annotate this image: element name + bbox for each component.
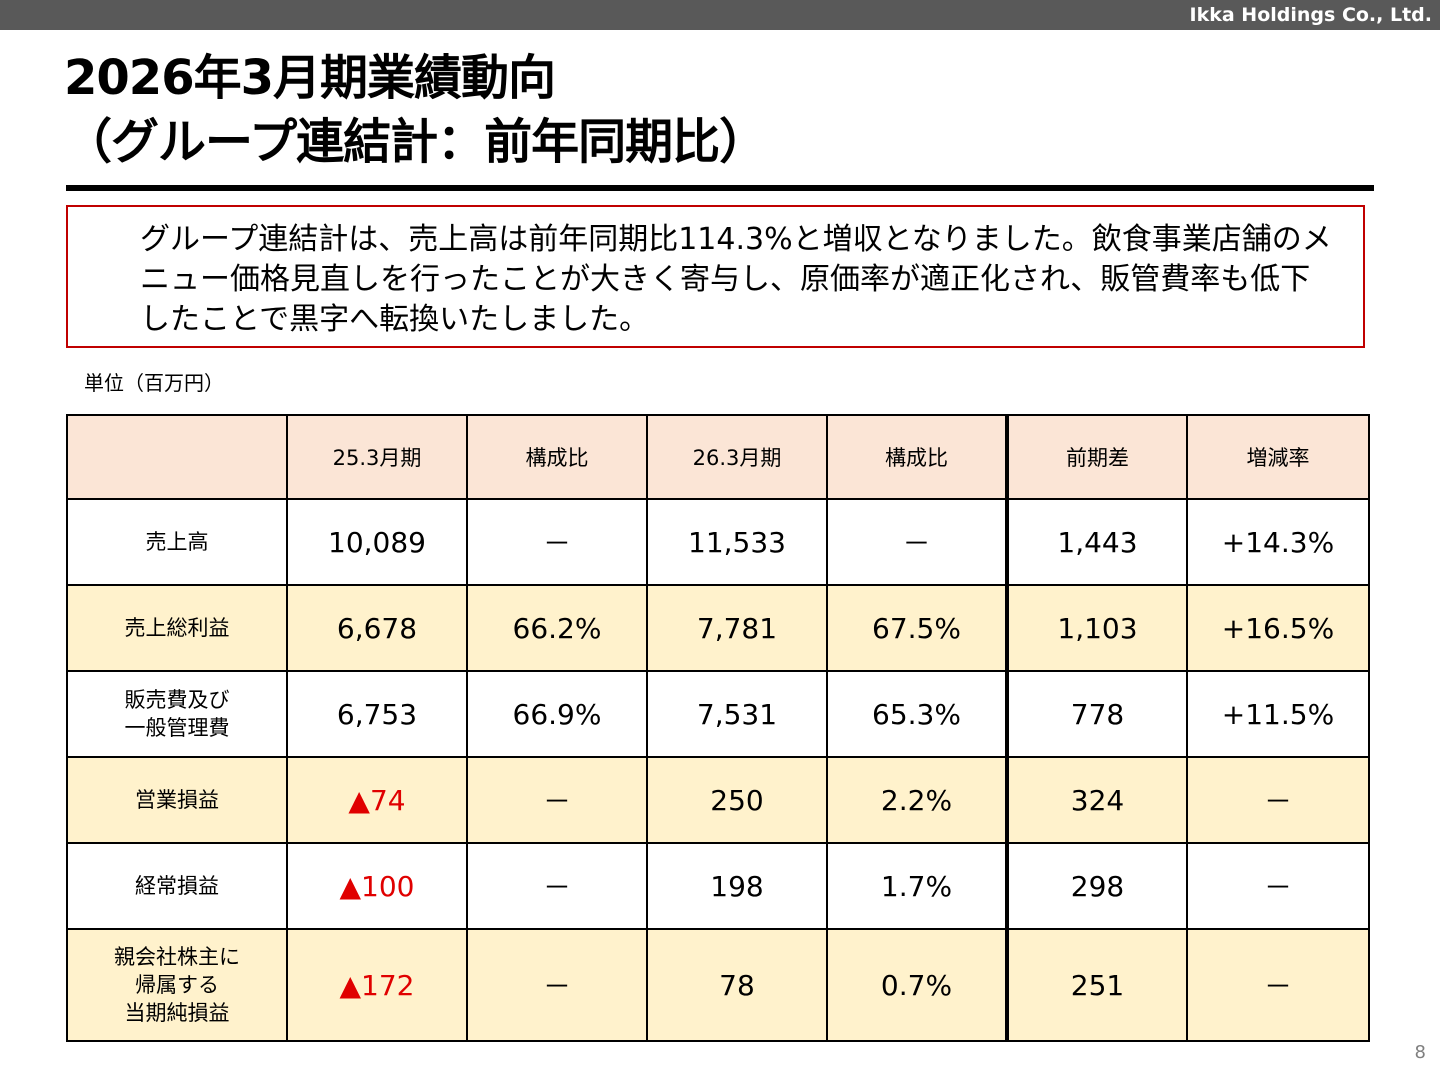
cell-value-fy25: 10,089 <box>286 498 468 586</box>
cell-change-rate: － <box>1186 842 1370 930</box>
cell-yoy-diff: 778 <box>1005 670 1188 758</box>
summary-text: グループ連結計は、売上高は前年同期比114.3%と増収となりました。飲食事業店舗… <box>140 222 1332 337</box>
cell-ratio-fy26: 0.7% <box>826 928 1008 1042</box>
table-row: 売上高 10,089 － 11,533 － 1,443 +14.3% <box>66 498 1370 586</box>
cell-value-fy26: 7,781 <box>646 584 828 672</box>
page-title: 2026年3月期業績動向 （グループ連結計：前年同期比） <box>64 46 767 174</box>
row-label: 経常損益 <box>66 842 288 930</box>
column-header-blank <box>66 414 288 500</box>
cell-value-fy26: 11,533 <box>646 498 828 586</box>
cell-ratio-fy26: 65.3% <box>826 670 1008 758</box>
cell-value-fy25: 6,753 <box>286 670 468 758</box>
cell-value-fy26: 250 <box>646 756 828 844</box>
cell-change-rate: － <box>1186 928 1370 1042</box>
page-number: 8 <box>1414 1042 1426 1063</box>
table-row: 経常損益 ▲100 － 198 1.7% 298 － <box>66 842 1370 930</box>
cell-ratio-fy25: 66.2% <box>466 584 648 672</box>
title-divider <box>66 185 1374 191</box>
table-row: 営業損益 ▲74 － 250 2.2% 324 － <box>66 756 1370 844</box>
cell-value-fy26: 7,531 <box>646 670 828 758</box>
company-name: Ikka Holdings Co., Ltd. <box>1189 4 1432 26</box>
cell-ratio-fy25: 66.9% <box>466 670 648 758</box>
column-header-fy26: 26.3月期 <box>646 414 828 500</box>
column-header-yoy-diff: 前期差 <box>1005 414 1188 500</box>
cell-value-fy25: ▲74 <box>286 756 468 844</box>
cell-yoy-diff: 324 <box>1005 756 1188 844</box>
row-label: 販売費及び 一般管理費 <box>66 670 288 758</box>
cell-value-fy25: ▲100 <box>286 842 468 930</box>
cell-ratio-fy26: 1.7% <box>826 842 1008 930</box>
cell-ratio-fy26: 2.2% <box>826 756 1008 844</box>
column-header-fy25: 25.3月期 <box>286 414 468 500</box>
cell-change-rate: － <box>1186 756 1370 844</box>
cell-change-rate: +14.3% <box>1186 498 1370 586</box>
cell-ratio-fy26: － <box>826 498 1008 586</box>
table-row: 販売費及び 一般管理費 6,753 66.9% 7,531 65.3% 778 +11.5% <box>66 670 1370 758</box>
cell-value-fy25: ▲172 <box>286 928 468 1042</box>
column-header-ratio-fy26: 構成比 <box>826 414 1008 500</box>
row-label: 売上高 <box>66 498 288 586</box>
unit-label: 単位（百万円） <box>84 371 224 395</box>
table-row: 親会社株主に 帰属する 当期純損益 ▲172 － 78 0.7% 251 － <box>66 928 1370 1042</box>
results-table: 25.3月期 構成比 26.3月期 構成比 前期差 増減率 売上高 10,089 －… <box>66 414 1370 1042</box>
cell-yoy-diff: 1,443 <box>1005 498 1188 586</box>
cell-ratio-fy25: － <box>466 842 648 930</box>
cell-value-fy26: 78 <box>646 928 828 1042</box>
page-title-line-2: （グループ連結計：前年同期比） <box>64 114 767 170</box>
cell-ratio-fy25: － <box>466 756 648 844</box>
cell-ratio-fy25: － <box>466 498 648 586</box>
top-header-bar: Ikka Holdings Co., Ltd. <box>0 0 1440 30</box>
cell-change-rate: +11.5% <box>1186 670 1370 758</box>
cell-yoy-diff: 1,103 <box>1005 584 1188 672</box>
cell-change-rate: +16.5% <box>1186 584 1370 672</box>
row-label: 売上総利益 <box>66 584 288 672</box>
cell-value-fy25: 6,678 <box>286 584 468 672</box>
cell-ratio-fy26: 67.5% <box>826 584 1008 672</box>
cell-ratio-fy25: － <box>466 928 648 1042</box>
cell-value-fy26: 198 <box>646 842 828 930</box>
cell-yoy-diff: 251 <box>1005 928 1188 1042</box>
summary-box: グループ連結計は、売上高は前年同期比114.3%と増収となりました。飲食事業店舗… <box>66 205 1365 348</box>
row-label: 営業損益 <box>66 756 288 844</box>
column-header-ratio-fy25: 構成比 <box>466 414 648 500</box>
cell-yoy-diff: 298 <box>1005 842 1188 930</box>
row-label: 親会社株主に 帰属する 当期純損益 <box>66 928 288 1042</box>
table-header-row: 25.3月期 構成比 26.3月期 構成比 前期差 増減率 <box>66 414 1370 500</box>
table-row: 売上総利益 6,678 66.2% 7,781 67.5% 1,103 +16.5% <box>66 584 1370 672</box>
column-header-change-rate: 増減率 <box>1186 414 1370 500</box>
page-title-line-1: 2026年3月期業績動向 <box>64 50 556 106</box>
